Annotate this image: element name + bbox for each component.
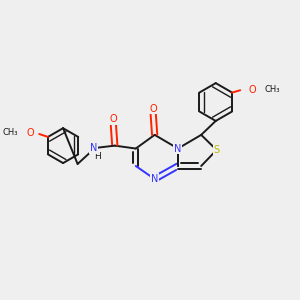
Text: CH₃: CH₃ (264, 85, 280, 94)
Text: N: N (151, 174, 158, 184)
Text: O: O (26, 128, 34, 138)
Text: N: N (174, 143, 182, 154)
Text: O: O (110, 115, 117, 124)
Text: O: O (249, 85, 256, 95)
Text: CH₃: CH₃ (3, 128, 18, 137)
Text: H: H (94, 152, 101, 160)
Text: S: S (214, 145, 220, 155)
Text: N: N (90, 143, 98, 153)
Text: O: O (149, 104, 157, 114)
